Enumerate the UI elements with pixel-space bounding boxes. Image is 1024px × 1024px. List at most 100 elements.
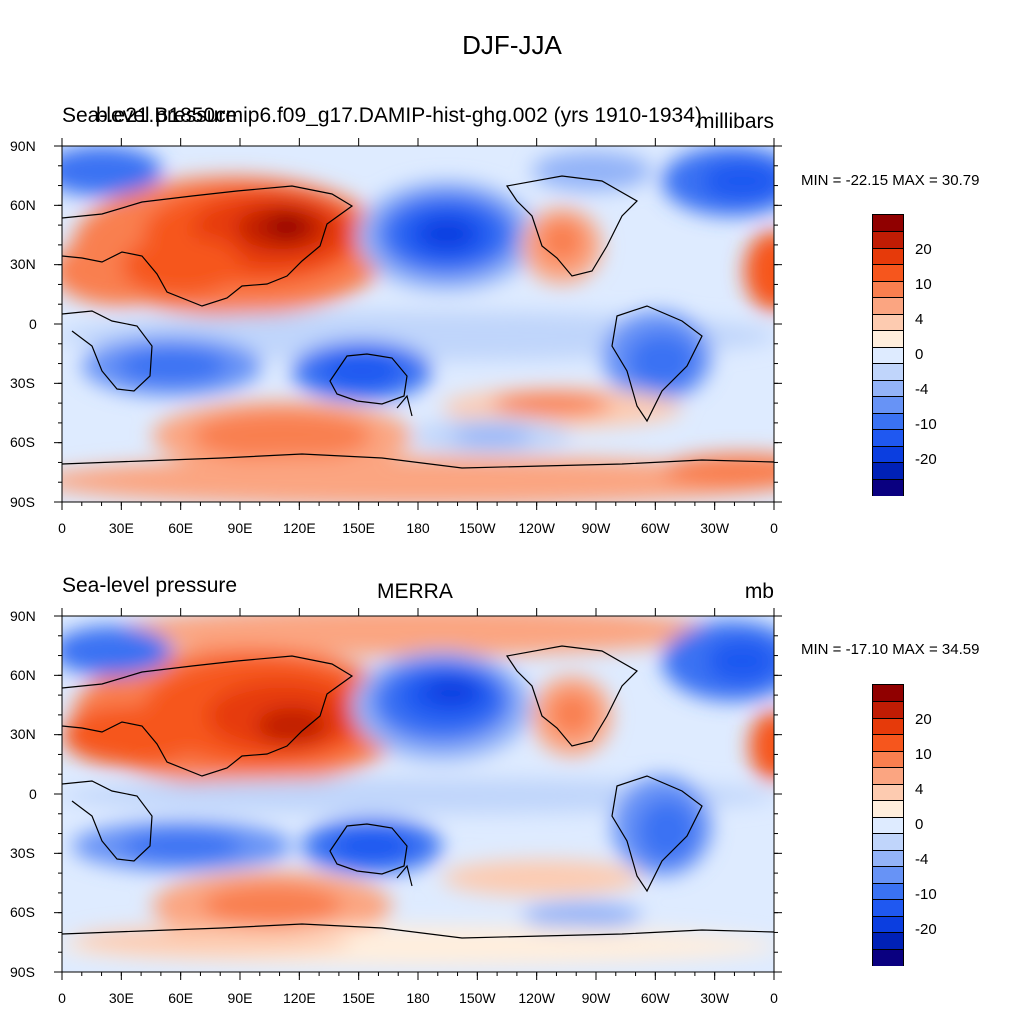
colorbar-swatch	[873, 445, 903, 464]
colorbar-swatch	[873, 429, 903, 448]
colorbar-swatch	[873, 833, 903, 852]
lat-tick-90s: 90S	[10, 494, 35, 510]
colorbar-swatch	[873, 932, 903, 951]
colorbar-label-4: 4	[915, 781, 924, 798]
lon-tick-label: 120W	[518, 990, 555, 1006]
lon-tick-label: 150E	[342, 990, 376, 1006]
panel-left-title: Sea-level pressure	[62, 574, 238, 597]
colorbar-swatch	[873, 701, 903, 720]
coastlines	[62, 175, 774, 469]
panel-center-title: b.e21.B1850cmip6.f09_g17.DAMIP-hist-ghg.…	[96, 104, 702, 127]
colorbar-swatch	[873, 280, 903, 299]
colorbar-swatch	[873, 882, 903, 901]
colorbar	[872, 214, 904, 497]
colorbar-label-neg10: -10	[915, 886, 937, 903]
colorbar-swatch	[873, 866, 903, 885]
colorbar-swatch	[873, 330, 903, 349]
lon-tick-label: 120E	[282, 990, 316, 1006]
lon-tick-label: 60E	[168, 990, 194, 1006]
panel-left-title: Sea-level pressure	[62, 104, 238, 127]
colorbar-label-4: 4	[915, 311, 924, 328]
colorbar-swatch	[873, 915, 903, 934]
colorbar-swatch	[873, 247, 903, 266]
lon-tick-label: 0	[770, 990, 778, 1006]
lon-tick-label: 60E	[168, 520, 194, 536]
lon-tick-label: 90W	[581, 990, 611, 1006]
slp-map	[62, 616, 774, 972]
min-max-stats: MIN = -17.10 MAX = 34.59	[801, 641, 980, 658]
lon-tick-label: 150E	[342, 520, 376, 536]
colorbar-swatch	[873, 899, 903, 918]
colorbar	[872, 684, 904, 967]
coastlines	[62, 645, 774, 939]
lon-tick-label: 60W	[640, 990, 670, 1006]
slp-field	[62, 616, 774, 972]
lon-tick-label: 30W	[700, 990, 730, 1006]
colorbar-label-neg10: -10	[915, 416, 937, 433]
colorbar-swatch	[873, 783, 903, 802]
colorbar-label-10: 10	[915, 276, 932, 293]
panel-units: millibars	[696, 110, 774, 133]
colorbar-label-neg20: -20	[915, 451, 937, 468]
lon-tick-label: 90E	[227, 520, 253, 536]
slp-field	[62, 146, 774, 502]
colorbar-swatch	[873, 800, 903, 819]
lon-tick-label: 180	[406, 990, 430, 1006]
colorbar-swatch	[873, 750, 903, 769]
min-max-stats: MIN = -22.15 MAX = 30.79	[801, 172, 980, 189]
colorbar-swatch	[873, 396, 903, 415]
lat-tick-90s: 90S	[10, 964, 35, 980]
colorbar-label-20: 20	[915, 711, 932, 728]
lon-tick-label: 90W	[581, 520, 611, 536]
lon-tick-label: 90E	[227, 990, 253, 1006]
lon-tick-label: 30E	[108, 520, 134, 536]
colorbar-swatch	[873, 346, 903, 365]
lat-tick-60n: 60N	[10, 667, 36, 683]
colorbar-label-10: 10	[915, 746, 932, 763]
lat-tick-60n: 60N	[10, 197, 36, 213]
lat-tick-90n: 90N	[10, 608, 36, 624]
colorbar-swatch	[873, 734, 903, 753]
colorbar-swatch	[873, 767, 903, 786]
lon-tick-label: 120E	[282, 520, 316, 536]
panel-center-title: MERRA	[377, 580, 453, 603]
lon-tick-label: 120W	[518, 520, 555, 536]
colorbar-swatch	[873, 462, 903, 481]
colorbar-swatch	[873, 412, 903, 431]
colorbar-label-20: 20	[915, 241, 932, 258]
lon-tick-label: 0	[770, 520, 778, 536]
colorbar-swatch	[873, 717, 903, 736]
colorbar-label-neg20: -20	[915, 921, 937, 938]
slp-map	[62, 146, 774, 502]
lat-tick-60s: 60S	[10, 904, 35, 920]
lon-tick-label: 150W	[459, 520, 496, 536]
colorbar-swatch	[873, 685, 903, 702]
colorbar-swatch	[873, 948, 903, 967]
lat-tick-30s: 30S	[10, 845, 35, 861]
lon-tick-label: 150W	[459, 990, 496, 1006]
lat-tick-90n: 90N	[10, 138, 36, 154]
colorbar-swatch	[873, 816, 903, 835]
lat-tick-60s: 60S	[10, 434, 35, 450]
lat-tick-30n: 30N	[10, 726, 36, 742]
lat-tick-30s: 30S	[10, 375, 35, 391]
lat-tick-eq: 0	[29, 316, 37, 332]
colorbar-label-0: 0	[915, 816, 924, 833]
colorbar-swatch	[873, 478, 903, 497]
colorbar-swatch	[873, 313, 903, 332]
colorbar-swatch	[873, 231, 903, 250]
colorbar-label-neg4: -4	[915, 381, 929, 398]
colorbar-swatch	[873, 379, 903, 398]
lon-tick-label: 0	[58, 990, 66, 1006]
lon-tick-label: 0	[58, 520, 66, 536]
colorbar-swatch	[873, 297, 903, 316]
lon-tick-label: 30W	[700, 520, 730, 536]
panel-units: mb	[744, 580, 774, 603]
lat-tick-eq: 0	[29, 786, 37, 802]
colorbar-label-neg4: -4	[915, 851, 929, 868]
colorbar-swatch	[873, 215, 903, 232]
lon-tick-label: 180	[406, 520, 430, 536]
page-title: DJF-JJA	[462, 30, 562, 60]
